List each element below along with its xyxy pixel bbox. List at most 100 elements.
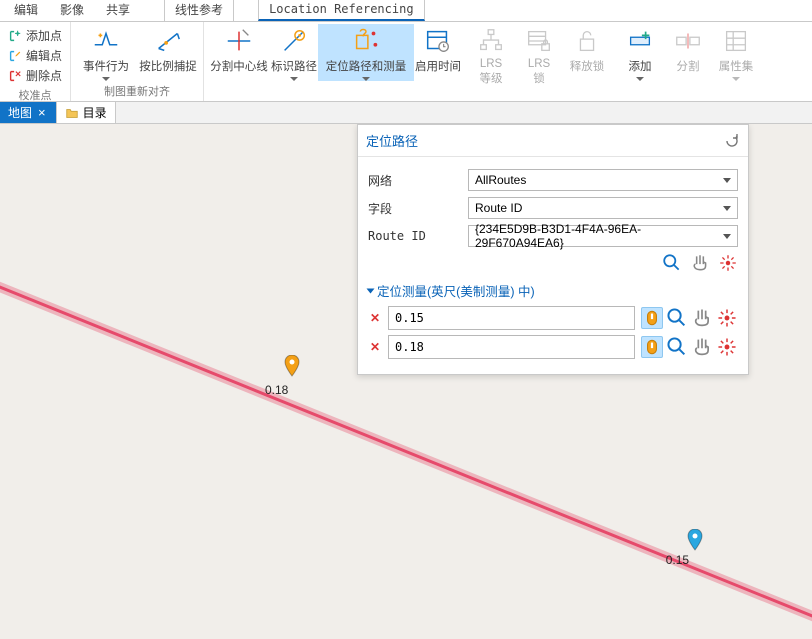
hierarchy-icon	[476, 26, 506, 56]
pan-measure-icon[interactable]	[691, 307, 713, 329]
folder-icon	[65, 106, 79, 120]
add-event-button[interactable]: 添加	[616, 24, 664, 81]
chevron-down-icon	[723, 178, 731, 183]
tab-spacer-2	[236, 16, 256, 21]
chevron-down-icon	[723, 234, 731, 239]
edit-calibration-point-button[interactable]: 编辑点	[6, 46, 64, 65]
enable-time-label: 启用时间	[415, 58, 461, 74]
identify-route-label: 标识路径	[271, 58, 317, 74]
field-label: 字段	[368, 200, 468, 217]
lrs-hierarchy-button[interactable]: LRS 等级	[467, 24, 515, 86]
locate-route-icon	[351, 26, 381, 56]
map-marker[interactable]	[687, 529, 703, 551]
doc-tab-catalog-label: 目录	[83, 104, 107, 121]
plus-point-icon	[8, 29, 22, 43]
split-centerline-icon	[224, 26, 254, 56]
panel-header: 定位路径	[358, 125, 748, 157]
pan-route-icon[interactable]	[690, 253, 710, 273]
route-tools-row	[368, 253, 738, 273]
lock-list-icon	[524, 26, 554, 56]
add-calibration-label: 添加点	[26, 27, 62, 44]
map-view[interactable]: 定位路径 网络 AllRoutes 字段 Route ID Route ID	[0, 124, 812, 639]
doc-tab-map-label: 地图	[8, 104, 32, 121]
measure-input[interactable]	[388, 306, 635, 330]
field-row: 字段 Route ID	[368, 197, 738, 219]
measures-section-header[interactable]: 定位测量(英尺(美制测量) 中)	[368, 281, 738, 300]
tab-imagery[interactable]: 影像	[50, 0, 94, 21]
ribbon-group-tools: 分割中心线 标识路径 定位路径和测量 启用时间 LRS 等级	[204, 22, 764, 101]
doc-tab-map[interactable]: 地图 ×	[0, 102, 57, 123]
pan-measure-icon[interactable]	[691, 336, 713, 358]
delete-measure-button[interactable]: ✕	[368, 340, 382, 354]
snap-icon	[153, 26, 183, 56]
tab-linear-ref[interactable]: 线性参考	[164, 0, 234, 21]
refresh-icon[interactable]	[724, 133, 740, 149]
map-marker-label: 0.15	[666, 553, 689, 567]
tab-location-ref[interactable]: Location Referencing	[258, 0, 425, 21]
measure-row: ✕	[368, 335, 738, 359]
zoom-measure-icon[interactable]	[666, 336, 688, 358]
measure-row: ✕	[368, 306, 738, 330]
release-locks-label: 释放锁	[570, 58, 605, 74]
snap-proportional-button[interactable]: 按比例捕捉	[137, 24, 199, 74]
event-behavior-label: 事件行为	[83, 58, 129, 74]
zoom-route-icon[interactable]	[662, 253, 682, 273]
close-icon[interactable]: ×	[36, 105, 48, 120]
x-point-icon	[8, 69, 22, 83]
lrs-locks-label: LRS 锁	[528, 58, 550, 86]
locate-route-measure-button[interactable]: 定位路径和测量	[318, 24, 414, 81]
measures-section-title: 定位测量(英尺(美制测量) 中)	[377, 281, 535, 300]
flash-route-icon[interactable]	[718, 253, 738, 273]
delete-measure-button[interactable]: ✕	[368, 311, 382, 325]
split-segment-icon	[673, 26, 703, 56]
map-marker[interactable]	[284, 355, 300, 377]
ribbon: 添加点 编辑点 删除点 校准点 事件行为	[0, 22, 812, 102]
panel-title: 定位路径	[366, 131, 418, 150]
snap-label: 按比例捕捉	[139, 58, 197, 74]
enable-time-button[interactable]: 启用时间	[414, 24, 462, 74]
lrs-locks-button[interactable]: LRS 锁	[515, 24, 563, 86]
dropdown-caret-icon	[636, 76, 644, 81]
main-tabstrip: 编辑 影像 共享 线性参考 Location Referencing	[0, 0, 812, 22]
add-calibration-point-button[interactable]: 添加点	[6, 26, 64, 45]
add-event-label: 添加	[629, 58, 652, 74]
ribbon-group-cartographic: 事件行为 按比例捕捉 制图重新对齐	[71, 22, 204, 101]
delete-calibration-point-button[interactable]: 删除点	[6, 66, 64, 85]
ribbon-group-calibration: 添加点 编辑点 删除点 校准点	[0, 22, 71, 101]
network-combo[interactable]: AllRoutes	[468, 169, 738, 191]
map-marker-label: 0.18	[265, 383, 288, 397]
tab-edit[interactable]: 编辑	[4, 0, 48, 21]
attribute-set-icon	[721, 26, 751, 56]
split-event-button[interactable]: 分割	[664, 24, 712, 74]
doc-tab-catalog[interactable]: 目录	[57, 102, 116, 123]
tab-share[interactable]: 共享	[96, 0, 140, 21]
pencil-point-icon	[8, 49, 22, 63]
split-event-label: 分割	[677, 58, 700, 74]
measures-list: ✕✕	[368, 306, 738, 359]
network-label: 网络	[368, 172, 468, 189]
identify-route-button[interactable]: 标识路径	[270, 24, 318, 81]
field-combo[interactable]: Route ID	[468, 197, 738, 219]
zoom-measure-icon[interactable]	[666, 307, 688, 329]
panel-body: 网络 AllRoutes 字段 Route ID Route ID {234E5…	[358, 157, 748, 374]
routeid-row: Route ID {234E5D9B-B3D1-4F4A-96EA-29F670…	[368, 225, 738, 247]
pick-on-map-icon[interactable]	[641, 307, 663, 329]
split-centerline-label: 分割中心线	[210, 58, 268, 74]
flash-measure-icon[interactable]	[716, 307, 738, 329]
routeid-combo[interactable]: {234E5D9B-B3D1-4F4A-96EA-29F670A94EA6}	[468, 225, 738, 247]
field-value: Route ID	[475, 201, 522, 215]
network-value: AllRoutes	[475, 173, 526, 187]
dropdown-caret-icon	[102, 76, 110, 81]
network-row: 网络 AllRoutes	[368, 169, 738, 191]
split-centerline-button[interactable]: 分割中心线	[208, 24, 270, 74]
attribute-set-button[interactable]: 属性集	[712, 24, 760, 81]
flash-measure-icon[interactable]	[716, 336, 738, 358]
unlock-icon	[572, 26, 602, 56]
locate-route-panel: 定位路径 网络 AllRoutes 字段 Route ID Route ID	[357, 124, 749, 375]
release-locks-button[interactable]: 释放锁	[563, 24, 611, 74]
measure-input[interactable]	[388, 335, 635, 359]
add-segment-icon	[625, 26, 655, 56]
event-behavior-button[interactable]: 事件行为	[75, 24, 137, 81]
pick-on-map-icon[interactable]	[641, 336, 663, 358]
tab-spacer	[142, 16, 162, 21]
